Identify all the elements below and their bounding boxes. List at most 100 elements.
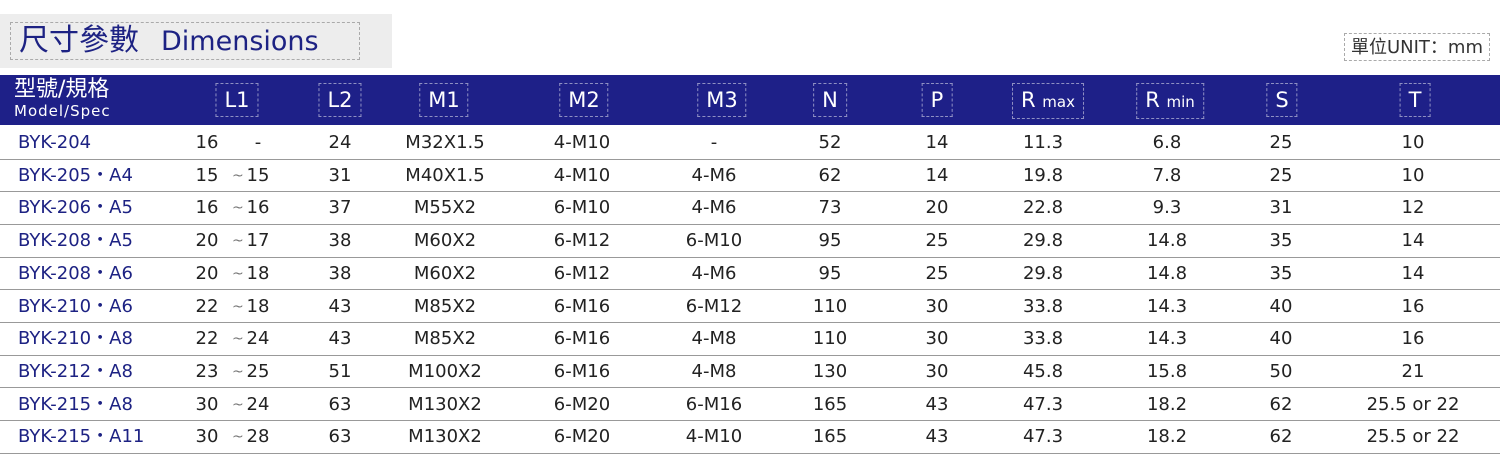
table-row: BYK-208・A6 ~20 18 38 M60X2 6-M12 4-M6 95 25 29.8 1…	[0, 258, 1500, 291]
cell-l1b: 24	[246, 393, 270, 415]
cell-m1: M60X2	[413, 262, 477, 284]
cell-m2: 6-M16	[553, 328, 611, 350]
cell-m2: 6-M20	[553, 393, 611, 415]
cell-l1-range-sep: ~	[232, 167, 244, 184]
cell-rmax: 29.8	[1022, 262, 1064, 284]
cell-l2: 38	[328, 230, 352, 252]
cell-l1b: 17	[246, 230, 270, 252]
cell-rmin: 9.3	[1152, 197, 1182, 219]
cell-l1a: 15	[195, 164, 219, 186]
cell-n: 95	[818, 262, 842, 284]
header-rmax-r: R	[1021, 88, 1036, 112]
cell-t: 10	[1401, 132, 1425, 153]
title-box: 尺寸參數 Dimensions	[0, 14, 392, 68]
cell-m3: 4-M10	[685, 426, 743, 448]
cell-l1b: 28	[246, 426, 270, 448]
cell-p: 25	[925, 262, 949, 284]
cell-m1: M55X2	[413, 197, 477, 219]
cell-s: 25	[1269, 164, 1293, 186]
cell-s: 31	[1269, 197, 1293, 219]
cell-l1a: 30	[195, 393, 219, 415]
cell-m2: 6-M12	[553, 262, 611, 284]
cell-t: 14	[1401, 262, 1425, 284]
header-m3: M3	[697, 83, 747, 117]
cell-n: 62	[818, 164, 842, 186]
title-en: Dimensions	[161, 26, 319, 57]
cell-rmax: 22.8	[1022, 197, 1064, 219]
cell-n: 110	[812, 328, 848, 350]
cell-rmax: 47.3	[1022, 393, 1064, 415]
cell-p: 43	[925, 393, 949, 415]
cell-model: BYK-210・A8	[18, 328, 133, 350]
table-row: BYK-210・A6 ~22 18 43 M85X2 6-M16 6-M12 110 30 33.…	[0, 291, 1500, 324]
cell-rmin: 18.2	[1146, 393, 1188, 415]
cell-l1-range-sep: ~	[232, 331, 244, 348]
cell-m3: 4-M8	[691, 360, 737, 382]
cell-m3: 4-M6	[691, 262, 737, 284]
cell-model: BYK-208・A6	[18, 262, 133, 284]
cell-l1-range-sep: ~	[232, 200, 244, 217]
cell-rmax: 33.8	[1022, 328, 1064, 350]
cell-s: 35	[1269, 262, 1293, 284]
table-row: BYK-215・A11 ~30 28 63 M130X2 6-M20 4-M10 165 43 4…	[0, 421, 1500, 454]
cell-m3: 6-M12	[685, 295, 743, 317]
cell-l1b: 24	[246, 328, 270, 350]
cell-t: 12	[1401, 197, 1425, 219]
cell-l1b: 18	[246, 262, 270, 284]
header-t: T	[1399, 83, 1431, 117]
header-m2: M2	[559, 83, 609, 117]
cell-model: BYK-210・A6	[18, 295, 133, 317]
cell-m1: M40X1.5	[405, 164, 485, 186]
cell-n: 95	[818, 230, 842, 252]
cell-m1: M130X2	[408, 393, 482, 415]
cell-p: 20	[925, 197, 949, 219]
cell-t: 21	[1401, 360, 1425, 382]
cell-l2: 63	[328, 426, 352, 448]
cell-l2: 51	[328, 360, 352, 382]
cell-n: 73	[818, 197, 842, 219]
cell-l1-range-sep: ~	[232, 298, 244, 315]
table-row: BYK-208・A5 ~20 17 38 M60X2 6-M12 6-M10 95 25 29.8…	[0, 225, 1500, 258]
cell-model: BYK-215・A8	[18, 393, 133, 415]
cell-t: 16	[1401, 295, 1425, 317]
table-header: 型號/規格 Model/Spec L1 L2 M1 M2 M3 N P R max…	[0, 75, 1500, 125]
header-rmax: R max	[1012, 83, 1084, 119]
cell-l1-range-sep: ~	[232, 363, 244, 380]
page-title: 尺寸參數 Dimensions	[10, 22, 360, 60]
cell-t: 25.5 or 22	[1366, 393, 1460, 415]
cell-l1b: 25	[246, 360, 270, 382]
cell-s: 25	[1269, 132, 1293, 153]
header-n: N	[813, 83, 847, 117]
cell-l2: 24	[328, 132, 352, 153]
cell-rmin: 15.8	[1146, 360, 1188, 382]
cell-m1: M32X1.5	[405, 132, 485, 153]
cell-n: 130	[812, 360, 848, 382]
cell-m2: 6-M10	[553, 197, 611, 219]
cell-m3: -	[710, 132, 718, 153]
cell-l2: 43	[328, 295, 352, 317]
cell-l2: 38	[328, 262, 352, 284]
cell-p: 25	[925, 230, 949, 252]
cell-m3: 6-M16	[685, 393, 743, 415]
cell-model: BYK-205・A4	[18, 164, 133, 186]
cell-n: 110	[812, 295, 848, 317]
unit-label: 單位UNIT：mm	[1343, 33, 1490, 61]
cell-m2: 6-M20	[553, 426, 611, 448]
cell-rmax: 33.8	[1022, 295, 1064, 317]
cell-rmin: 14.3	[1146, 328, 1188, 350]
header-s: S	[1266, 83, 1298, 117]
cell-s: 50	[1269, 360, 1293, 382]
cell-l1a: 20	[195, 230, 219, 252]
cell-t: 10	[1401, 164, 1425, 186]
cell-rmin: 14.8	[1146, 230, 1188, 252]
cell-l2: 43	[328, 328, 352, 350]
cell-s: 62	[1269, 393, 1293, 415]
table-row: BYK-204 16 - 24 M32X1.5 4-M10 - 52 14 11.3 6.8 25 10	[0, 127, 1500, 160]
header-model-en: Model/Spec	[14, 102, 111, 120]
cell-m3: 4-M6	[691, 197, 737, 219]
cell-l1b: 15	[246, 164, 270, 186]
header-p: P	[921, 83, 953, 117]
cell-rmax: 47.3	[1022, 426, 1064, 448]
cell-l1a: 30	[195, 426, 219, 448]
cell-m2: 4-M10	[553, 132, 611, 153]
